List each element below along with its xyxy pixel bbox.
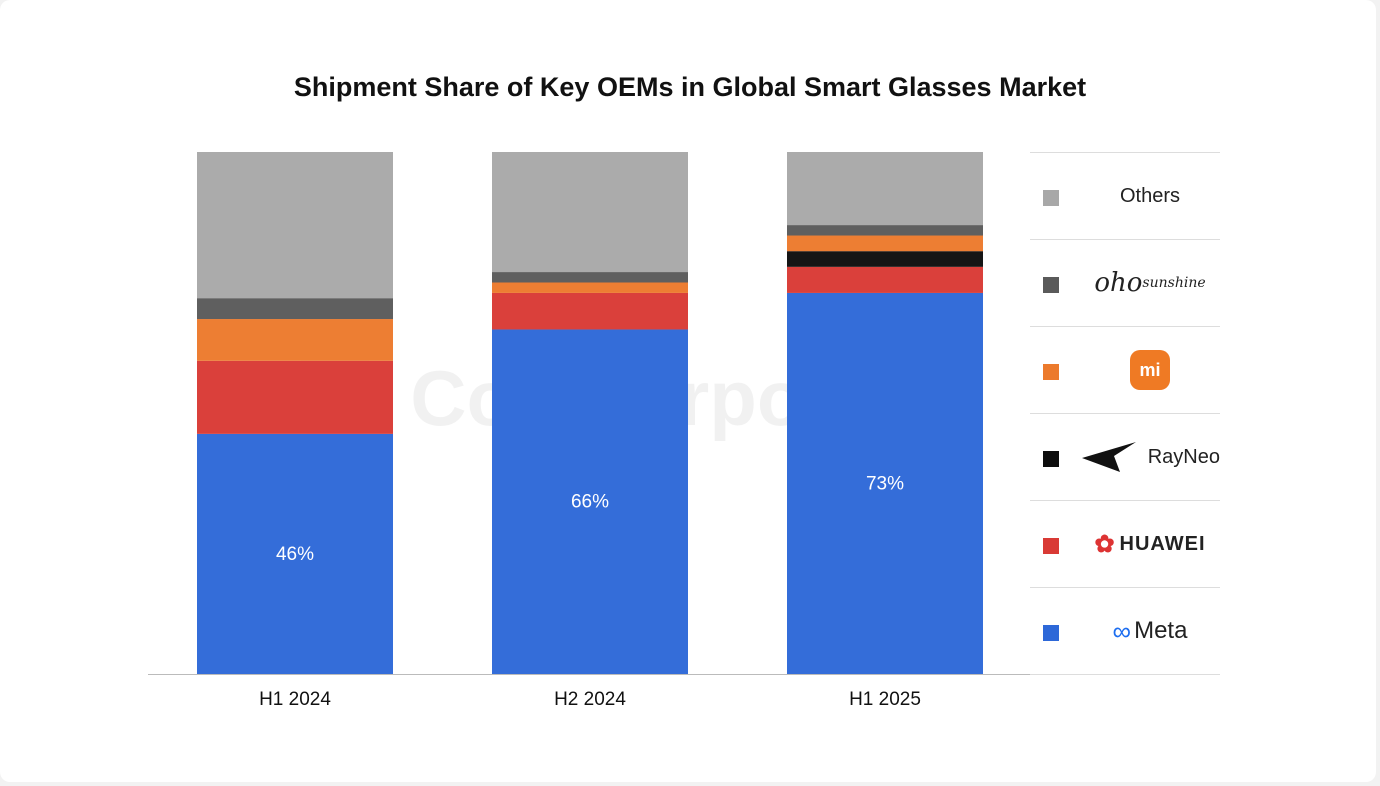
bar-segment-others xyxy=(787,152,983,226)
legend-swatch xyxy=(1043,190,1059,206)
huawei-logo-icon: ✿ xyxy=(1094,530,1116,558)
legend-item-oho-sunshine: oho sunshine xyxy=(1030,239,1220,326)
legend-swatch xyxy=(1043,451,1059,467)
rayneo-logo-icon xyxy=(1082,442,1136,472)
legend-label: mi xyxy=(1080,327,1220,413)
bar-segment-oho-sunshine xyxy=(492,272,688,283)
bar-segment-meta xyxy=(787,292,983,674)
xiaomi-logo-icon: mi xyxy=(1130,350,1170,390)
legend-label: ✿ HUAWEI xyxy=(1080,501,1220,587)
legend-item-huawei: ✿ HUAWEI xyxy=(1030,500,1220,587)
legend: Others oho sunshine mi RayNeo ✿ HUAWEI ∞ Me… xyxy=(1030,152,1220,675)
huawei-text: HUAWEI xyxy=(1119,532,1206,555)
legend-item-others: Others xyxy=(1030,152,1220,239)
bar-segment-xiaomi xyxy=(492,282,688,293)
data-label: 66% xyxy=(571,492,609,513)
bar-segment-meta xyxy=(197,433,393,674)
bar-segment-meta xyxy=(492,329,688,674)
bar-segment-oho-sunshine xyxy=(787,225,983,236)
x-tick-label: H2 2024 xyxy=(554,689,626,710)
bar-segment-huawei xyxy=(787,266,983,293)
data-label: 46% xyxy=(276,544,314,565)
bar-segment-oho-sunshine xyxy=(197,298,393,320)
x-tick-label: H1 2025 xyxy=(849,689,921,710)
bar-segment-huawei xyxy=(492,292,688,330)
meta-text: Meta xyxy=(1134,617,1188,644)
legend-label: Others xyxy=(1119,184,1181,207)
bar-segment-huawei xyxy=(197,360,393,434)
data-label: 73% xyxy=(866,473,904,494)
chart-title: Shipment Share of Key OEMs in Global Sma… xyxy=(293,72,1087,102)
legend-item-xiaomi: mi xyxy=(1030,326,1220,413)
bar-segment-xiaomi xyxy=(197,319,393,361)
bar-segment-rayneo xyxy=(787,251,983,267)
bar-segment-xiaomi xyxy=(787,235,983,252)
bar-segment-others xyxy=(492,152,688,273)
logo-text: oho xyxy=(1094,268,1143,298)
legend-swatch xyxy=(1043,538,1059,554)
x-tick-label: H1 2024 xyxy=(259,689,331,710)
legend-label: ∞ Meta xyxy=(1080,588,1220,674)
rayneo-text: RayNeo xyxy=(1147,445,1220,468)
oho-sunshine-logo: oho sunshine xyxy=(1080,240,1220,326)
legend-swatch xyxy=(1043,625,1059,641)
legend-label: RayNeo xyxy=(1080,414,1220,500)
bar-segment-others xyxy=(197,152,393,299)
legend-item-rayneo: RayNeo xyxy=(1030,413,1220,500)
logo-subtext: sunshine xyxy=(1142,275,1206,291)
legend-swatch xyxy=(1043,364,1059,380)
legend-swatch xyxy=(1043,277,1059,293)
legend-item-meta: ∞ Meta xyxy=(1030,587,1220,675)
meta-logo-icon: ∞ xyxy=(1112,615,1132,646)
